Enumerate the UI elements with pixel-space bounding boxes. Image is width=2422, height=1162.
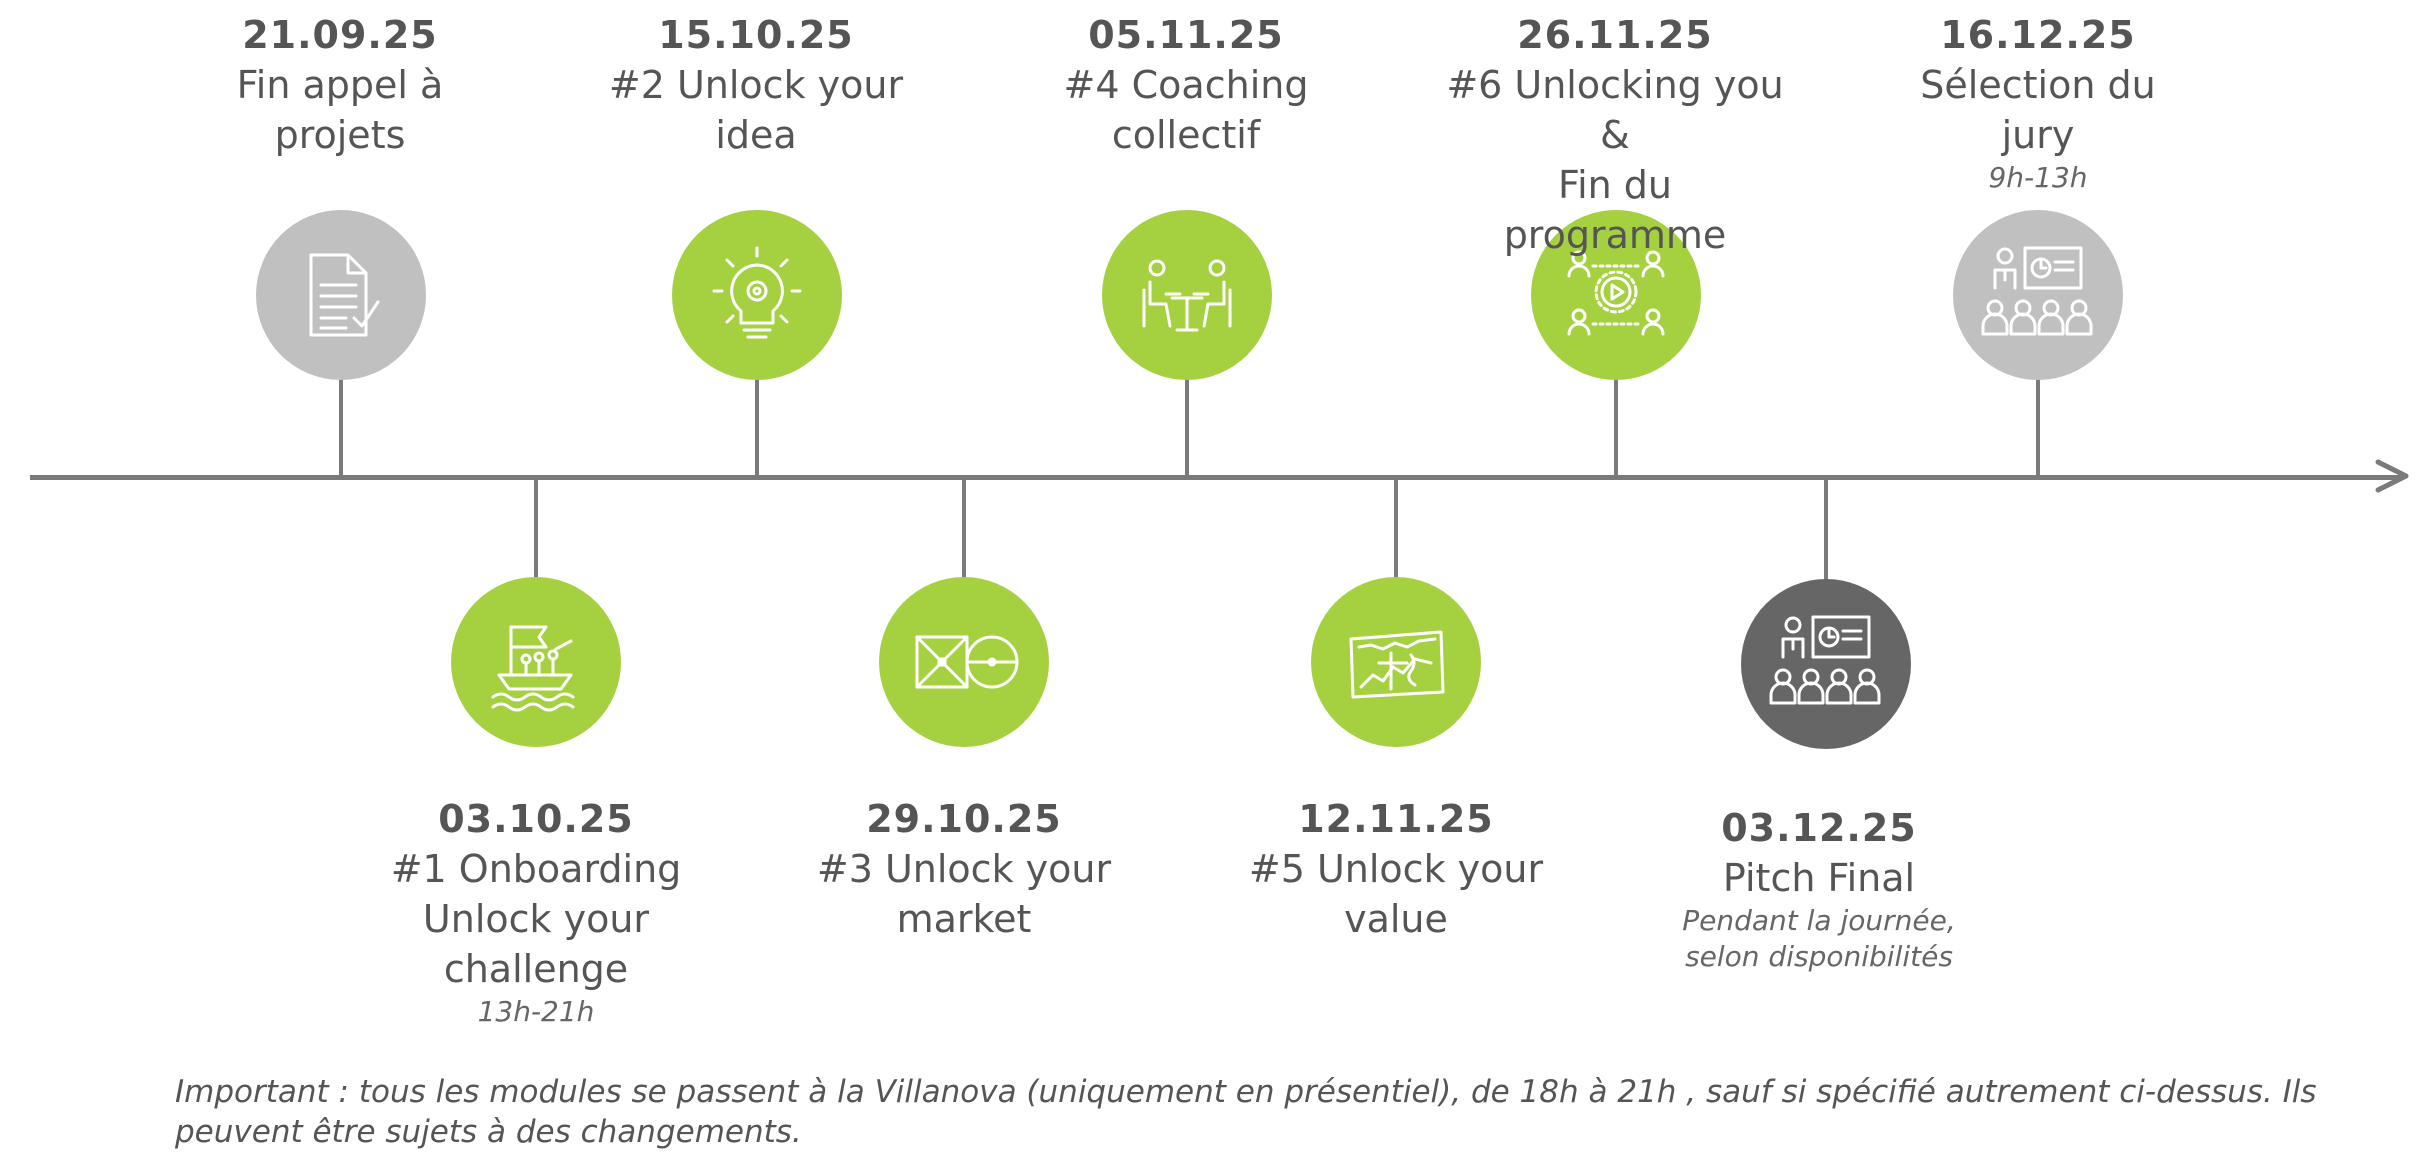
event-title: Pitch Final [1722, 856, 1916, 900]
event-stem [1614, 375, 1618, 477]
event-date: 03.10.25 [438, 797, 634, 841]
event-circle [672, 210, 842, 380]
event-label: 05.11.25 #4 Coaching collectif [1016, 10, 1356, 160]
event-circle [879, 577, 1049, 747]
event-title: #6 Unlocking you & Fin du programme [1446, 63, 1784, 257]
event-label: 16.12.25 Sélection du jury 9h-13h [1868, 10, 2208, 196]
event-circle [1953, 210, 2123, 380]
event-label: 12.11.25 #5 Unlock your value [1226, 794, 1566, 944]
network-people-play-icon [1567, 250, 1665, 336]
event-stem [534, 478, 538, 580]
event-label: 15.10.25 #2 Unlock your idea [586, 10, 926, 160]
event-label: 03.10.25 #1 Onboarding Unlock your chall… [366, 794, 706, 1030]
event-stem [1824, 478, 1828, 580]
event-title: Fin appel à projets [236, 63, 444, 157]
event-date: 21.09.25 [242, 13, 438, 57]
event-stem [1394, 478, 1398, 580]
footnote: Important : tous les modules se passent … [175, 1074, 2317, 1150]
event-circle [1311, 577, 1481, 747]
event-stem [339, 375, 343, 477]
event-label: 03.12.25 Pitch Final Pendant la journée,… [1649, 803, 1989, 975]
event-circle [1102, 210, 1272, 380]
event-circle [451, 577, 621, 747]
timeline-axis [30, 475, 2400, 480]
boat-crew-icon [491, 625, 575, 712]
event-title: #3 Unlock your market [816, 847, 1112, 941]
event-note: 9h-13h [1988, 161, 2088, 194]
event-stem [2036, 375, 2040, 477]
chart-board-icon [1349, 630, 1445, 699]
event-stem [1185, 375, 1189, 477]
event-stem [755, 375, 759, 477]
event-date: 16.12.25 [1940, 13, 2136, 57]
presentation-audience-icon [1981, 246, 2093, 336]
event-title: #4 Coaching collectif [1063, 63, 1309, 157]
event-stem [962, 478, 966, 580]
meeting-table-icon [1142, 259, 1232, 332]
event-date: 26.11.25 [1517, 13, 1713, 57]
event-label: 29.10.25 #3 Unlock your market [794, 794, 1134, 944]
lightbulb-gear-icon [712, 246, 802, 339]
event-date: 05.11.25 [1088, 13, 1284, 57]
timeline-arrow-icon [2375, 459, 2409, 493]
square-circle-targets-icon [915, 635, 1019, 689]
event-label: 21.09.25 Fin appel à projets [170, 10, 510, 160]
event-title: #2 Unlock your idea [608, 63, 904, 157]
event-title: #5 Unlock your value [1248, 847, 1544, 941]
event-circle [1741, 579, 1911, 749]
event-circle [1531, 210, 1701, 380]
event-title: #1 Onboarding Unlock your challenge [390, 847, 682, 991]
event-date: 29.10.25 [866, 797, 1062, 841]
event-date: 12.11.25 [1298, 797, 1494, 841]
event-note: 13h-21h [477, 995, 595, 1028]
event-circle [256, 210, 426, 380]
event-label: 26.11.25 #6 Unlocking you & Fin du progr… [1445, 10, 1785, 260]
event-title: Sélection du jury [1920, 63, 2156, 157]
event-date: 15.10.25 [658, 13, 854, 57]
event-date: 03.12.25 [1721, 806, 1917, 850]
presentation-audience-icon [1769, 615, 1881, 705]
document-check-icon [309, 253, 380, 337]
event-note: Pendant la journée, selon disponibilités [1682, 904, 1956, 973]
